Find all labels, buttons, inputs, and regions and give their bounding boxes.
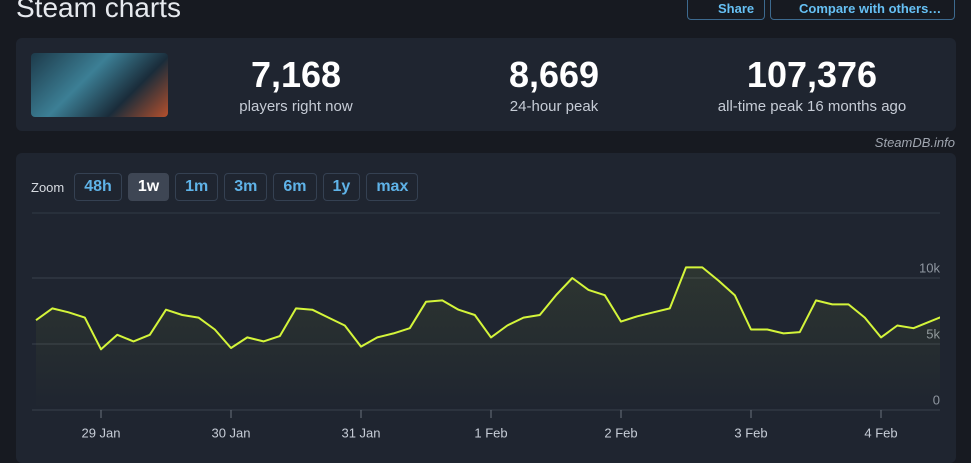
x-tick-label: 3 Feb [734,425,767,440]
stat: 7,168 players right now [176,54,416,115]
x-tick-label: 30 Jan [211,425,250,440]
line [35,266,940,351]
stat-value: 8,669 [508,54,600,95]
stat-label: 24-hour peak [509,98,599,115]
zoom-label: Zoom [31,179,65,195]
button-label: Share [718,1,755,16]
x-tick-label: 31 Jan [341,425,380,440]
stat-value: 107,376 [746,54,878,95]
game-image [31,53,168,117]
x-tick-label: 4 Feb [864,425,897,440]
zoom-button[interactable]: 3m [224,173,268,201]
stat: 8,669 24-hour peak [434,54,674,115]
zoom-button[interactable]: 6m [273,173,317,201]
stat-value: 7,168 [250,54,342,95]
zoom-button[interactable]: max [366,173,419,201]
zoom-bar: Zoom 48h 1w 1m 3m 6m 1y max [31,173,419,201]
x-tick-label: 2 Feb [604,425,637,440]
zoom-button[interactable]: 1w [127,173,170,201]
compare-button[interactable]: Compare with others… [770,0,955,20]
y-tick-label: 10k [919,260,940,275]
stats-panel [16,38,956,131]
stat-label: players right now [239,98,353,115]
x-tick-label: 1 Feb [474,425,507,440]
page-title: Steam charts [16,0,181,23]
stat: 107,376 all-time peak 16 months ago [692,54,932,115]
button-label: Compare with others… [799,1,942,16]
x-tick-label: 29 Jan [81,425,120,440]
area [36,267,940,410]
zoom-button[interactable]: 1y [322,173,361,201]
chart-panel [16,153,956,463]
zoom-button[interactable]: 1m [175,173,219,201]
share-button[interactable]: Share [687,0,765,20]
stat-label: all-time peak 16 months ago [717,98,907,115]
credit: SteamDB.info [874,135,955,150]
zoom-button[interactable]: 48h [74,173,122,201]
